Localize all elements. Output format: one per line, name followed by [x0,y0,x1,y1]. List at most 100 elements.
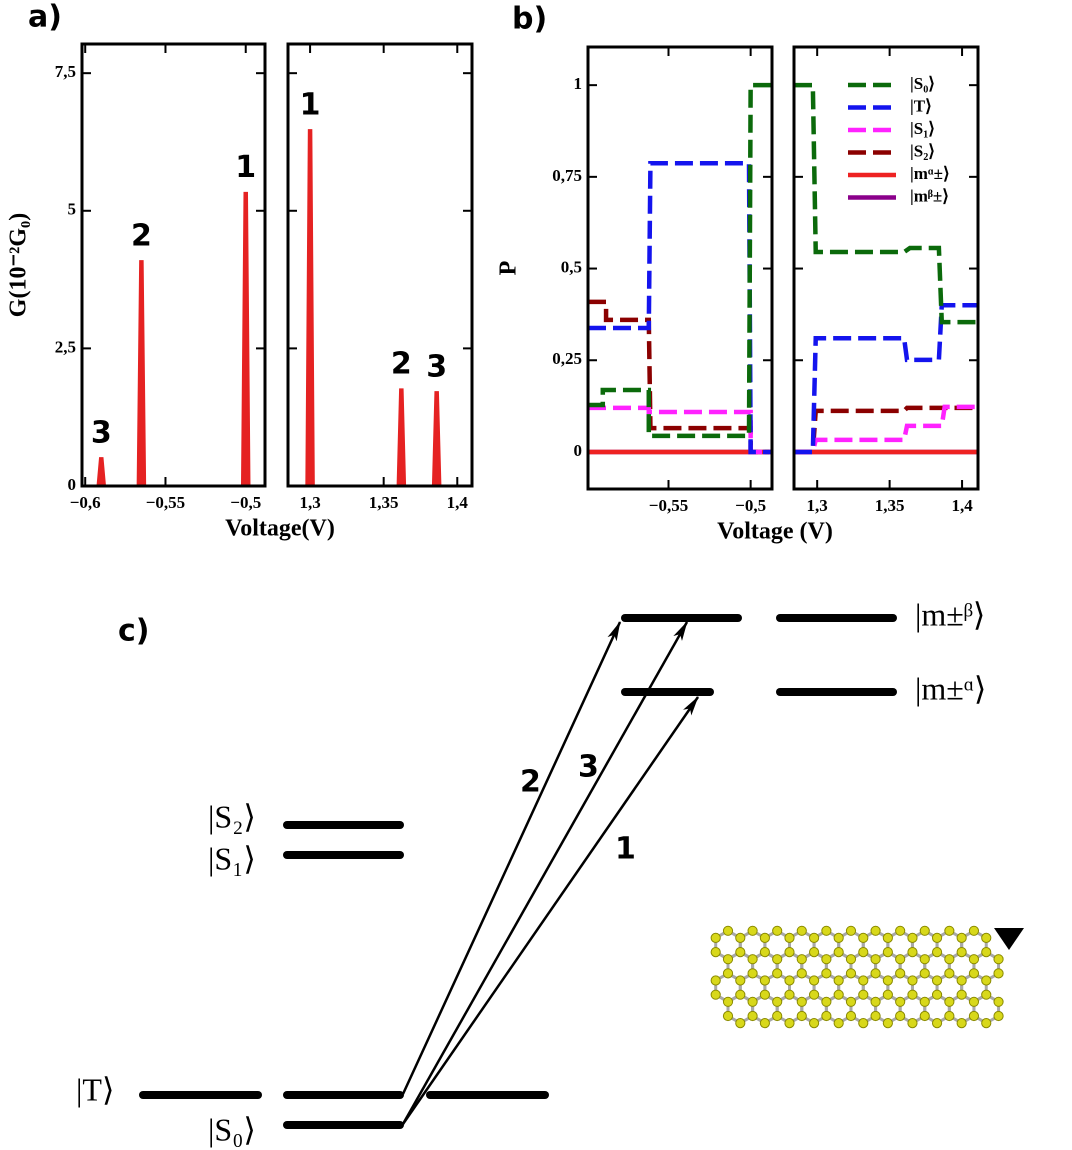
atom [821,996,832,1007]
atom [944,1010,955,1022]
peak-label: 2 [391,347,412,382]
atom [956,989,967,1000]
series-line [794,82,978,325]
x-axis-label: Voltage (V) [717,519,833,545]
legend-label: |S₁⟩ [910,119,935,138]
atom [845,968,857,979]
series-line [794,404,978,455]
peak [240,191,251,487]
atom [747,925,758,936]
atom [882,1018,893,1029]
x-axis-label: Voltage(V) [225,516,335,542]
atom [808,989,820,1000]
axes-frame [792,45,980,491]
atom [907,932,918,944]
atom [772,968,783,979]
atom [907,1018,918,1029]
atom [821,925,832,936]
atom [735,1018,746,1029]
atom [981,975,992,986]
peak [96,457,107,487]
atom [833,975,844,986]
atom [919,968,930,979]
peak-label: 3 [91,415,112,450]
atom [735,947,746,958]
atom [735,932,746,944]
y-tick-label: 0,25 [552,349,582,368]
atom [956,932,967,944]
atom [895,954,906,965]
arrow [401,696,700,1125]
atom [968,1010,980,1022]
x-tick-label: −0,55 [649,496,688,515]
atom [968,954,980,965]
atom [759,1018,770,1029]
peak-label: 1 [235,150,256,185]
atom [772,996,783,1007]
atom [870,925,881,936]
series-line [794,302,978,455]
atom [784,975,795,986]
atom [796,1010,807,1022]
x-tick-label: 1,3 [299,493,320,512]
atom [808,932,820,944]
atom [796,996,807,1007]
atom [956,947,967,958]
atom [808,1018,820,1029]
arrow [401,621,622,1095]
atom [931,989,943,1000]
y-tick-label: 2,5 [55,337,76,356]
atom [808,975,820,986]
x-tick-label: 1,35 [875,496,905,515]
series-line [794,405,978,455]
atom [845,996,857,1007]
atom [882,975,893,986]
legend-label: |S₀⟩ [910,74,935,93]
peak [305,129,315,487]
atom [747,996,758,1007]
atom [710,975,721,986]
atom [821,954,832,965]
atom [784,1018,795,1029]
atom [895,1010,906,1022]
atom [796,954,807,965]
y-tick-label: 5 [68,200,77,219]
y-tick-label: 7,5 [55,62,76,81]
axes-frame [586,45,774,491]
x-tick-label: 1,4 [951,496,973,515]
atom [956,975,967,986]
atom [981,932,992,944]
atom [870,996,881,1007]
atom [747,1010,758,1022]
x-tick-label: −0,5 [230,493,261,512]
legend-label: |mᵅ±⟩ [910,164,950,183]
state-label: |T⟩ [76,1071,114,1107]
atom [931,932,943,944]
atom [759,932,770,944]
atom [944,954,955,965]
x-tick-label: 1,3 [807,496,828,515]
atom [821,1010,832,1022]
atom [845,1010,857,1022]
atom [784,932,795,944]
peak-label: 3 [426,349,447,384]
atom [895,925,906,936]
panel-label: a) [28,0,62,35]
y-axis-label: P [496,261,522,276]
atom [931,947,943,958]
atom [747,954,758,965]
atom [858,975,869,986]
atom [759,975,770,986]
x-tick-label: 1,4 [447,493,469,512]
state-label: |S₀⟩ [208,1111,256,1147]
atom [858,932,869,944]
atom [968,968,980,979]
peak [396,388,407,487]
state-label: |m±ᵅ⟩ [915,670,986,706]
atom [895,968,906,979]
x-tick-label: 1,35 [369,493,399,512]
atom [784,947,795,958]
energy-diagram: c) |m±ᵝ⟩ |m±ᵅ⟩ |S₂⟩ |S₁⟩ |T⟩ |S₀⟩ 2 3 1 [76,596,1024,1147]
transition-label: 2 [520,765,541,800]
atom [784,989,795,1000]
